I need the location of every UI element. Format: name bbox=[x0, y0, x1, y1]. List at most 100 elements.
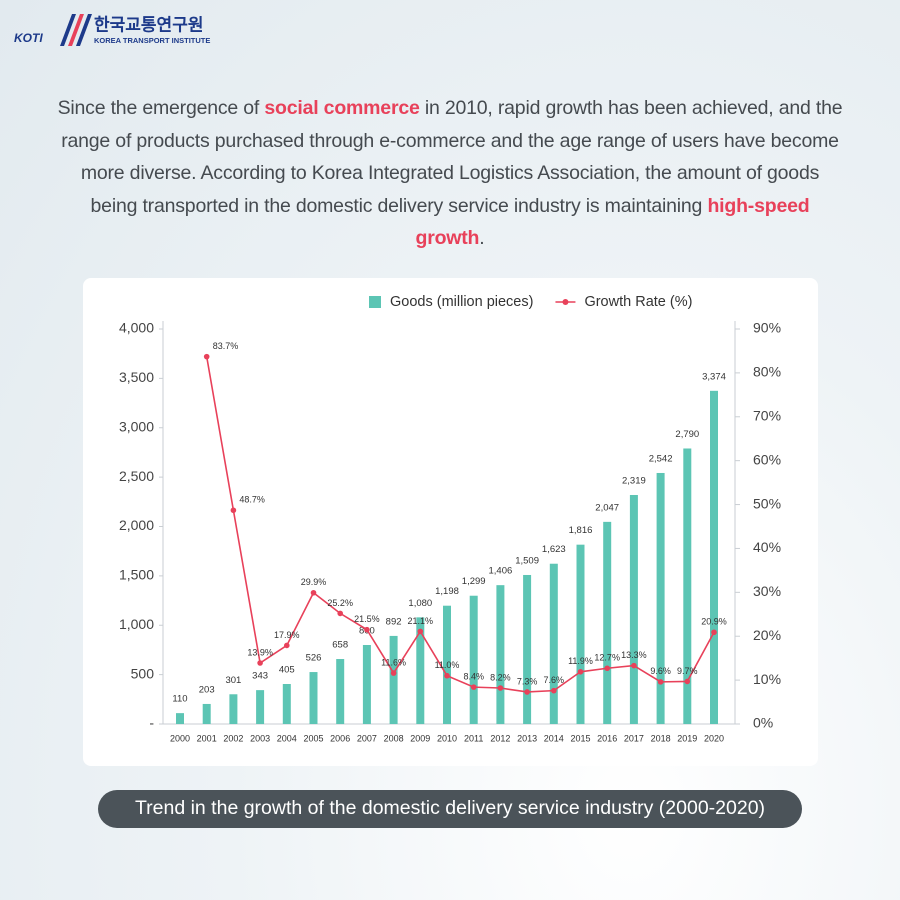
bar bbox=[496, 585, 505, 724]
line-point bbox=[444, 672, 450, 679]
y-tick-label: 3,500 bbox=[119, 369, 154, 385]
line-point bbox=[470, 684, 477, 690]
bar bbox=[469, 595, 478, 724]
bar-value-label: 658 bbox=[332, 640, 348, 651]
line-point bbox=[257, 660, 263, 666]
bar bbox=[443, 605, 451, 724]
bar-value-label: 892 bbox=[386, 616, 402, 627]
logo-stripe bbox=[60, 14, 76, 46]
y-tick-label: 1,500 bbox=[119, 567, 154, 583]
bar-value-label: 1,198 bbox=[435, 586, 459, 597]
y2-tick-label: 60% bbox=[753, 451, 781, 467]
bar bbox=[256, 690, 265, 724]
y2-tick-label: 10% bbox=[753, 671, 781, 687]
logo: KOTI 한국교통연구원 KOREA TRANSPORT INSTITUTE bbox=[14, 14, 210, 46]
y-tick-label: 2,500 bbox=[119, 468, 154, 484]
chart-caption: Trend in the growth of the domestic deli… bbox=[135, 797, 765, 819]
bar-value-label: 526 bbox=[306, 653, 322, 664]
x-tick-label: 2001 bbox=[197, 733, 217, 743]
bar bbox=[656, 472, 665, 724]
legend-swatch bbox=[369, 296, 381, 308]
bar-value-label: 2,542 bbox=[649, 453, 673, 464]
bar-value-label: 1,080 bbox=[408, 598, 432, 609]
bar-value-label: 2,319 bbox=[622, 476, 646, 487]
bar bbox=[683, 448, 692, 724]
x-tick-label: 2005 bbox=[303, 733, 323, 743]
bar-value-label: 2,047 bbox=[595, 502, 619, 513]
bar bbox=[309, 672, 318, 724]
bar-value-label: 2,790 bbox=[675, 429, 699, 440]
bar bbox=[523, 574, 532, 724]
y-tick-label: 3,000 bbox=[119, 418, 154, 434]
text: . bbox=[479, 227, 485, 249]
line-value-label: 7.3% bbox=[517, 676, 538, 686]
x-tick-label: 2000 bbox=[170, 733, 190, 743]
line-value-label: 8.4% bbox=[463, 672, 484, 682]
line-value-label: 29.9% bbox=[301, 577, 327, 587]
bar bbox=[576, 544, 585, 724]
bar bbox=[282, 684, 291, 724]
x-tick-label: 2020 bbox=[704, 733, 724, 743]
x-tick-label: 2016 bbox=[597, 733, 617, 743]
bar-value-label: 301 bbox=[225, 675, 241, 686]
intro-text: Since the emergence of social commerce i… bbox=[55, 92, 845, 255]
line-value-label: 17.9% bbox=[274, 630, 300, 640]
bar-value-label: 110 bbox=[172, 694, 187, 705]
line-value-label: 21.1% bbox=[408, 616, 434, 626]
line-value-label: 9.7% bbox=[677, 666, 698, 676]
line-point bbox=[657, 679, 664, 685]
bar bbox=[202, 703, 211, 724]
line bbox=[205, 356, 715, 693]
line-point bbox=[711, 629, 717, 636]
x-tick-label: 2019 bbox=[677, 733, 697, 743]
line-point bbox=[551, 687, 557, 694]
y-tick-label: 1,000 bbox=[119, 616, 154, 632]
line-point bbox=[524, 689, 530, 695]
x-tick-label: 2004 bbox=[277, 733, 297, 743]
line-value-label: 11.6% bbox=[381, 657, 406, 667]
x-tick-label: 2014 bbox=[544, 733, 564, 743]
text: Since the emergence of bbox=[57, 97, 265, 119]
bar bbox=[629, 494, 638, 724]
line-point bbox=[230, 507, 237, 514]
line-value-label: 21.5% bbox=[354, 614, 380, 624]
bar bbox=[603, 521, 612, 724]
line-value-label: 83.7% bbox=[213, 341, 239, 351]
bar-value-label: 1,816 bbox=[569, 525, 593, 536]
highlight-text: social commerce bbox=[264, 97, 420, 119]
x-tick-label: 2009 bbox=[410, 733, 430, 743]
line-value-label: 9.6% bbox=[650, 666, 671, 676]
bar bbox=[176, 713, 184, 724]
line-value-label: 48.7% bbox=[239, 495, 265, 505]
y2-tick-label: 30% bbox=[753, 583, 781, 599]
legend-swatch bbox=[562, 299, 569, 305]
bar bbox=[229, 694, 238, 724]
line-value-label: 13.9% bbox=[247, 647, 273, 657]
bar bbox=[362, 645, 371, 724]
line-point bbox=[631, 662, 637, 669]
y2-tick-label: 50% bbox=[753, 495, 781, 511]
x-tick-label: 2002 bbox=[223, 733, 243, 743]
legend-label: Goods (million pieces) bbox=[390, 294, 533, 310]
y-tick-label: - bbox=[149, 715, 154, 731]
line-value-label: 25.2% bbox=[327, 598, 353, 608]
x-tick-label: 2007 bbox=[357, 733, 377, 743]
line-value-label: 8.2% bbox=[490, 672, 511, 682]
bar-value-label: 1,509 bbox=[515, 556, 539, 567]
line-point bbox=[417, 628, 424, 635]
bar-value-label: 343 bbox=[252, 671, 268, 682]
caption-pill bbox=[98, 790, 802, 828]
bar bbox=[549, 563, 558, 724]
y2-tick-label: 80% bbox=[753, 364, 781, 380]
x-tick-label: 2011 bbox=[464, 733, 483, 743]
line-point bbox=[390, 670, 397, 676]
y-tick-label: 2,000 bbox=[119, 517, 154, 533]
x-tick-label: 2018 bbox=[651, 733, 671, 743]
y2-tick-label: 0% bbox=[753, 715, 773, 731]
x-tick-label: 2012 bbox=[490, 733, 510, 743]
line-point bbox=[364, 626, 370, 633]
bar bbox=[336, 659, 345, 724]
bar-value-label: 1,623 bbox=[542, 544, 566, 555]
